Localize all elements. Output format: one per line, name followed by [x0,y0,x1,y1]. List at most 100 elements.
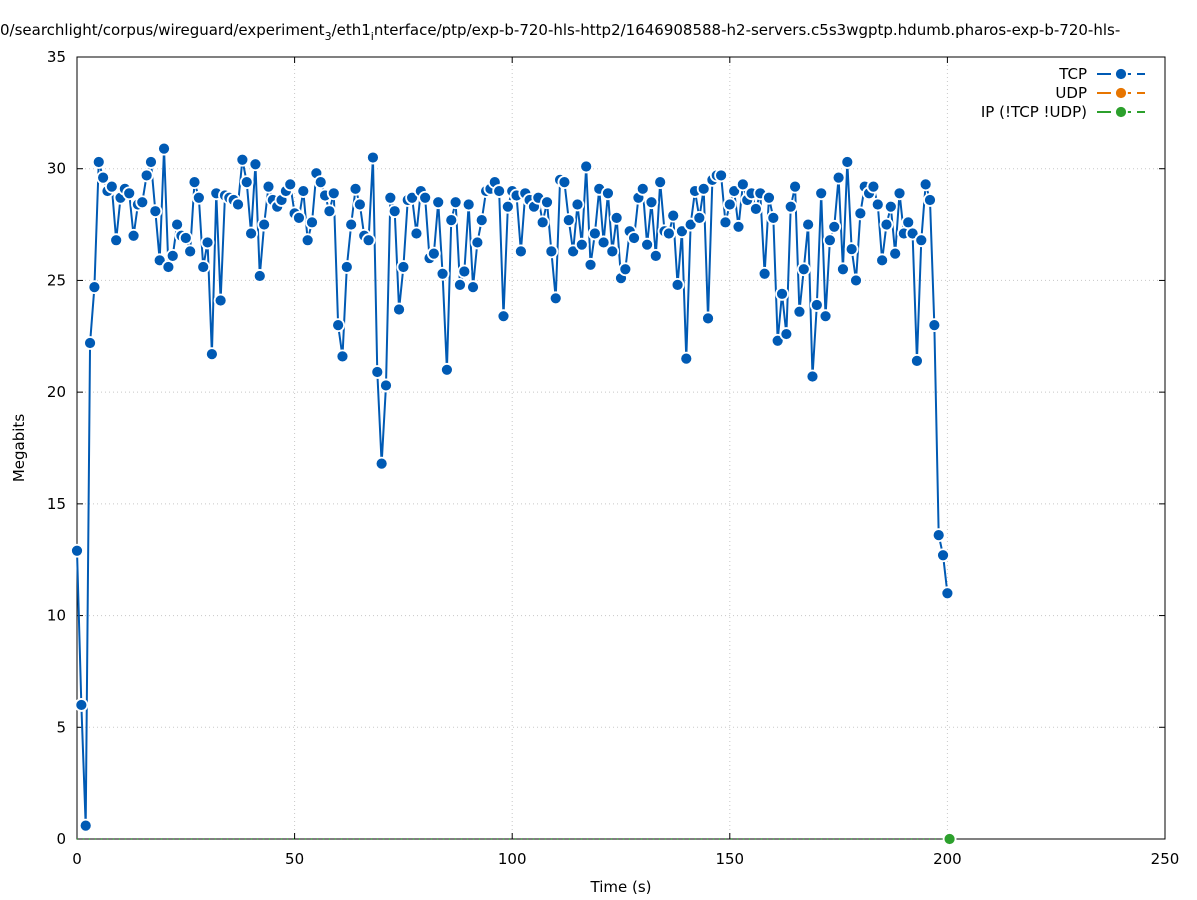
y-tick-label: 15 [47,495,66,513]
tcp-data-point [762,190,776,205]
chart-title-part-1: 0/searchlight/corpus/wireguard/experimen… [0,21,325,39]
tcp-data-point [300,233,315,248]
tcp-data-point [918,177,933,192]
tcp-data-point [679,351,694,366]
tcp-data-point [635,181,650,196]
tcp-data-point [840,155,855,169]
tcp-data-point [235,152,250,167]
x-tick-label: 150 [715,850,744,868]
tcp-data-point [870,197,885,212]
tcp-data-point [292,210,306,225]
tcp-data-point [431,195,446,210]
chart-title-subscript-1: 3 [325,30,332,43]
y-tick-label: 35 [47,48,66,66]
tcp-data-point [749,202,763,216]
tcp-data-point [339,260,354,274]
tcp-data-point [187,175,202,190]
tcp-data-point [849,273,863,288]
tcp-data-point [757,266,772,281]
tcp-data-point [735,177,750,192]
legend-marker-sample [1114,86,1128,100]
tcp-data-point [122,186,137,201]
tcp-data-point [161,260,176,274]
tcp-data-point [879,217,894,232]
tcp-data-point [370,365,385,379]
tcp-data-point [548,291,563,306]
tcp-data-point [96,170,111,185]
tcp-data-point [561,213,576,228]
tcp-data-point [418,190,433,205]
tcp-data-point [836,262,850,277]
tcp-data-point [914,233,929,248]
tcp-data-point [731,219,746,234]
tcp-data-point [570,197,585,212]
tcp-data-point [714,168,728,183]
tcp-data-point [296,184,311,198]
tcp-data-point [283,177,298,192]
tcp-data-point [257,217,272,232]
tcp-data-point [87,280,102,295]
tcp-data-point [331,318,346,333]
tcp-data-point [70,543,84,558]
tcp-data-point [492,184,507,198]
tcp-data-point [348,181,363,196]
tcp-data-point [313,175,328,190]
tcp-data-point [157,141,171,156]
tcp-data-point [901,215,916,230]
tcp-data-point [178,231,193,245]
tcp-data-point [788,179,802,194]
legend-entry: IP (!TCP !UDP) [981,103,1145,121]
tcp-data-point [648,248,663,263]
legend-label: UDP [1055,84,1087,102]
tcp-data-point [927,318,942,333]
tcp-data-point [923,193,937,207]
tcp-data-point [239,175,254,190]
x-tick-label: 50 [285,850,304,868]
tcp-data-point [448,195,463,210]
tcp-data-point [779,327,794,341]
tcp-data-point [248,157,263,172]
tcp-data-point [640,237,655,252]
tcp-data-point [461,197,476,212]
tcp-data-point [931,528,946,543]
tcp-data-point [139,168,154,183]
tcp-data-point [875,253,890,268]
tcp-data-point [644,195,659,210]
chart-title-part-2: /eth1 [332,21,371,39]
tcp-data-point [692,210,707,225]
tcp-data-point [91,155,106,169]
tcp-data-point [361,233,376,248]
tcp-data-point [396,260,411,274]
tcp-data-point [574,237,589,252]
tcp-data-point [344,217,359,232]
y-tick-label: 30 [47,160,66,178]
tcp-data-point [474,213,489,228]
y-tick-label: 10 [47,607,66,625]
tcp-data-point [322,204,337,219]
tcp-data-point [792,304,807,319]
tcp-data-point [801,217,816,232]
x-tick-label: 100 [498,850,527,868]
x-tick-label: 0 [72,850,82,868]
tcp-data-point [170,217,184,232]
chart-title: 0/searchlight/corpus/wireguard/experimen… [0,21,1120,43]
tcp-data-point [453,277,467,292]
legend-entry: UDP [1055,84,1145,102]
tcp-data-point [374,456,389,471]
tcp-data-point [383,190,398,205]
tcp-data-point [696,181,711,196]
legend-entry: TCP [1058,65,1145,83]
tcp-data-point [940,586,955,601]
tcp-data-point [618,262,633,277]
tcp-data-point [104,179,119,194]
tcp-data-point [83,336,97,350]
tcp-data-point [587,226,602,241]
tcp-data-point [440,362,454,377]
tcp-data-point [305,215,319,230]
tcp-data-point [326,186,341,201]
y-tick-label: 20 [47,383,66,401]
tcp-series-line [76,147,949,827]
tcp-data-point [109,233,124,248]
